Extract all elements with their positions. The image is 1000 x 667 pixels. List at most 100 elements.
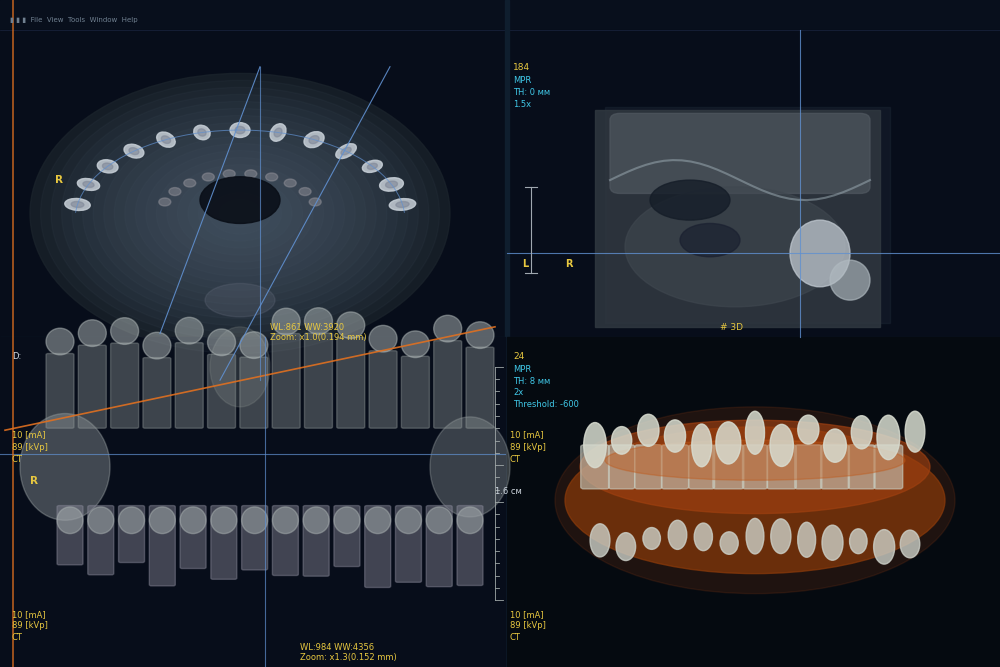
Circle shape	[30, 73, 450, 354]
Bar	[0, 337, 1000, 340]
Ellipse shape	[304, 307, 332, 334]
Ellipse shape	[341, 147, 351, 155]
Circle shape	[266, 173, 278, 181]
Ellipse shape	[46, 328, 74, 355]
Ellipse shape	[900, 530, 920, 558]
Ellipse shape	[694, 523, 712, 551]
Circle shape	[156, 157, 324, 269]
Circle shape	[62, 95, 418, 332]
Ellipse shape	[88, 507, 114, 534]
Ellipse shape	[161, 136, 171, 143]
Ellipse shape	[143, 332, 171, 359]
Circle shape	[209, 193, 271, 234]
FancyBboxPatch shape	[457, 506, 483, 586]
Ellipse shape	[362, 160, 382, 173]
Text: 10 [mA]: 10 [mA]	[510, 610, 544, 619]
Text: CT: CT	[12, 455, 23, 464]
Circle shape	[104, 123, 376, 304]
Ellipse shape	[716, 422, 741, 464]
FancyBboxPatch shape	[88, 506, 114, 575]
Ellipse shape	[395, 507, 421, 534]
Circle shape	[72, 101, 408, 325]
Ellipse shape	[303, 507, 329, 534]
FancyBboxPatch shape	[175, 343, 203, 428]
FancyBboxPatch shape	[401, 356, 429, 428]
Ellipse shape	[466, 321, 494, 348]
Text: MPR: MPR	[513, 77, 531, 85]
Ellipse shape	[457, 507, 483, 534]
Ellipse shape	[20, 414, 110, 520]
Circle shape	[184, 179, 196, 187]
Ellipse shape	[337, 312, 365, 339]
Text: 89 [kVp]: 89 [kVp]	[510, 444, 546, 452]
Circle shape	[83, 109, 397, 318]
Ellipse shape	[692, 424, 712, 467]
Ellipse shape	[798, 522, 816, 557]
Text: 89 [kVp]: 89 [kVp]	[12, 444, 48, 452]
FancyBboxPatch shape	[180, 506, 206, 568]
Text: TH: 0 мм: TH: 0 мм	[513, 88, 550, 97]
FancyBboxPatch shape	[874, 445, 903, 489]
Ellipse shape	[565, 427, 945, 574]
FancyBboxPatch shape	[304, 333, 332, 428]
FancyBboxPatch shape	[426, 506, 452, 587]
Circle shape	[188, 179, 292, 248]
Text: # 3D: # 3D	[720, 323, 743, 332]
FancyBboxPatch shape	[635, 445, 662, 489]
Ellipse shape	[584, 423, 606, 468]
FancyBboxPatch shape	[395, 506, 421, 582]
Ellipse shape	[625, 187, 845, 307]
Ellipse shape	[175, 317, 203, 344]
Text: 2x: 2x	[513, 388, 523, 397]
Text: 1.6 см: 1.6 см	[495, 487, 522, 496]
Ellipse shape	[367, 163, 377, 169]
Text: 10 [mA]: 10 [mA]	[12, 610, 46, 619]
Polygon shape	[605, 107, 890, 323]
Ellipse shape	[270, 123, 286, 141]
FancyBboxPatch shape	[610, 113, 870, 193]
Text: 24: 24	[513, 352, 524, 361]
Ellipse shape	[274, 128, 282, 137]
FancyBboxPatch shape	[111, 343, 139, 428]
Text: MPR: MPR	[513, 366, 531, 374]
Ellipse shape	[877, 416, 900, 460]
Circle shape	[114, 129, 366, 297]
FancyBboxPatch shape	[272, 334, 300, 428]
Ellipse shape	[720, 532, 738, 554]
FancyBboxPatch shape	[303, 506, 329, 576]
Ellipse shape	[211, 507, 237, 534]
Ellipse shape	[78, 319, 106, 346]
Ellipse shape	[396, 201, 409, 207]
FancyBboxPatch shape	[713, 445, 744, 489]
Ellipse shape	[129, 147, 139, 155]
Bar	[507, 337, 1000, 667]
FancyBboxPatch shape	[661, 445, 689, 489]
Ellipse shape	[111, 317, 139, 344]
FancyBboxPatch shape	[581, 445, 609, 489]
Ellipse shape	[102, 163, 113, 169]
Text: D:: D:	[12, 352, 21, 361]
FancyBboxPatch shape	[334, 506, 360, 566]
FancyBboxPatch shape	[767, 445, 796, 489]
Ellipse shape	[850, 529, 867, 554]
Text: Threshold: -600: Threshold: -600	[513, 400, 579, 409]
Ellipse shape	[369, 325, 397, 352]
Ellipse shape	[149, 507, 175, 534]
Text: 1.5x: 1.5x	[513, 100, 531, 109]
Circle shape	[135, 143, 345, 283]
FancyBboxPatch shape	[821, 445, 849, 489]
Ellipse shape	[643, 528, 660, 550]
FancyBboxPatch shape	[240, 357, 268, 428]
Ellipse shape	[386, 181, 397, 188]
Ellipse shape	[194, 125, 210, 140]
Ellipse shape	[874, 530, 895, 564]
Text: CT: CT	[510, 455, 521, 464]
FancyBboxPatch shape	[211, 506, 237, 580]
Text: 89 [kVp]: 89 [kVp]	[510, 622, 546, 630]
Circle shape	[30, 73, 450, 354]
Text: 89 [kVp]: 89 [kVp]	[12, 622, 48, 630]
Circle shape	[167, 165, 313, 262]
Text: ▮ ▮ ▮  File  View  Tools  Window  Help: ▮ ▮ ▮ File View Tools Window Help	[10, 17, 138, 23]
Ellipse shape	[365, 507, 391, 534]
Ellipse shape	[119, 507, 145, 534]
